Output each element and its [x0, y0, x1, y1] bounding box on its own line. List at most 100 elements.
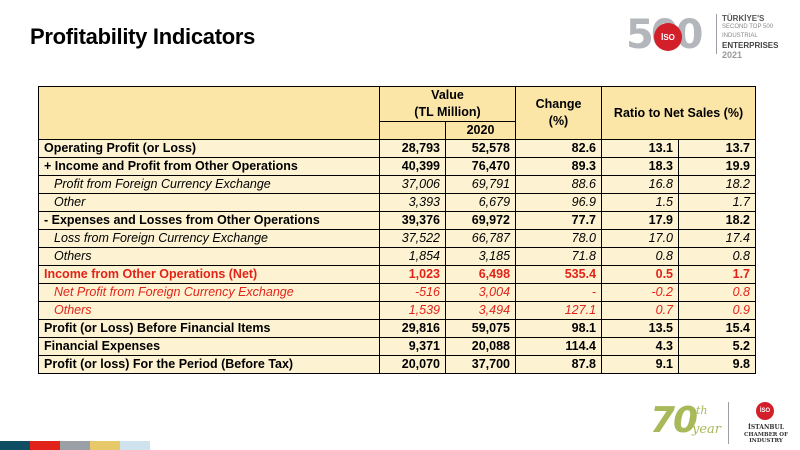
- ratio-2021: 9.8: [678, 355, 757, 374]
- table-row: Income from Other Operations (Net) 1,023 6…: [38, 265, 757, 284]
- ratio-2021: 0.8: [678, 247, 757, 266]
- value-2020: 37,522: [379, 229, 446, 248]
- footer-bar: [30, 441, 60, 450]
- header-label-col: [379, 121, 446, 140]
- table-row: Operating Profit (or Loss) 28,793 52,578 82…: [38, 139, 757, 158]
- top-500-logo: 500 İSO TÜRKİYE'S SECOND TOP 500 INDUSTR…: [626, 10, 796, 60]
- ratio-2020: 17.9: [601, 211, 680, 230]
- footer-bar: [90, 441, 120, 450]
- value-2020: 1,854: [379, 247, 446, 266]
- value-2021: 20,088: [444, 337, 517, 356]
- ratio-2020: 16.8: [601, 175, 680, 194]
- change-pct: 82.6: [515, 139, 603, 158]
- header-ratio-group: Ratio to Net Sales (%): [601, 86, 757, 140]
- change-pct: 88.6: [515, 175, 603, 194]
- ratio-2021: 13.7: [678, 139, 757, 158]
- header-change: Change (%): [515, 86, 603, 140]
- ratio-2021: 18.2: [678, 175, 757, 194]
- table-row: Others 1,539 3,494 127.1 0.7 0.9: [38, 301, 757, 320]
- change-pct: 114.4: [515, 337, 603, 356]
- logo-500-text: TÜRKİYE'S SECOND TOP 500 INDUSTRIAL ENTE…: [722, 14, 796, 60]
- row-label: + Income and Profit from Other Operation…: [38, 157, 380, 176]
- change-pct: 89.3: [515, 157, 603, 176]
- logo-70-divider: [728, 402, 729, 444]
- header-value-group: Value (TL Million): [378, 86, 517, 122]
- row-label: Profit (or loss) For the Period (Before …: [38, 355, 380, 374]
- ratio-2020: 17.0: [601, 229, 680, 248]
- value-2020: 37,006: [379, 175, 446, 194]
- change-pct: 87.8: [515, 355, 603, 374]
- footer-bar: [0, 441, 30, 450]
- value-2020: 1,023: [379, 265, 446, 284]
- value-2020: 9,371: [379, 337, 446, 356]
- iso-badge-icon: İSO: [654, 23, 682, 51]
- table-row: Profit (or loss) For the Period (Before …: [38, 355, 757, 374]
- logo-70-number: 70: [650, 400, 698, 441]
- value-2020: 28,793: [379, 139, 446, 158]
- header-blank: [38, 86, 380, 140]
- page-title: Profitability Indicators: [30, 24, 256, 49]
- chamber-line2: CHAMBER OF INDUSTRY: [744, 432, 788, 444]
- ratio-2021: 0.9: [678, 301, 757, 320]
- ratio-2021: 1.7: [678, 265, 757, 284]
- 70th-year-logo: 70 th year İSO İSTANBUL CHAMBER OF INDUS…: [650, 400, 800, 448]
- table-row: Profit from Foreign Currency Exchange 37,…: [38, 175, 757, 194]
- ratio-2021: 0.8: [678, 283, 757, 302]
- table-body: Operating Profit (or Loss) 28,793 52,578 82…: [38, 139, 757, 374]
- ratio-2021: 19.9: [678, 157, 757, 176]
- ratio-2020: 13.5: [601, 319, 680, 338]
- value-2020: 39,376: [379, 211, 446, 230]
- logo-70-word: year: [692, 422, 722, 437]
- value-2021: 3,004: [444, 283, 517, 302]
- row-label: Financial Expenses: [38, 337, 380, 356]
- ratio-2020: 13.1: [601, 139, 680, 158]
- table-row: Net Profit from Foreign Currency Exchang…: [38, 283, 757, 302]
- value-2021: 76,470: [444, 157, 517, 176]
- ratio-2020: 1.5: [601, 193, 680, 212]
- row-label: Others: [38, 247, 380, 266]
- value-2020: 20,070: [379, 355, 446, 374]
- footer-bar: [60, 441, 90, 450]
- change-pct: 78.0: [515, 229, 603, 248]
- row-label: Profit from Foreign Currency Exchange: [38, 175, 380, 194]
- logo-70-suffix: th: [696, 404, 708, 417]
- ratio-2020: 4.3: [601, 337, 680, 356]
- value-2020: 3,393: [379, 193, 446, 212]
- row-label: Profit (or Loss) Before Financial Items: [38, 319, 380, 338]
- logo-line3: ENTERPRISES: [722, 41, 779, 50]
- change-pct: 71.8: [515, 247, 603, 266]
- value-2020: -516: [379, 283, 446, 302]
- iso-badge-icon-bottom: İSO: [756, 402, 774, 420]
- row-label: Loss from Foreign Currency Exchange: [38, 229, 380, 248]
- row-label: Others: [38, 301, 380, 320]
- value-2021: 6,679: [444, 193, 517, 212]
- change-pct: 127.1: [515, 301, 603, 320]
- footer-color-bars: [0, 441, 150, 450]
- change-pct: 535.4: [515, 265, 603, 284]
- table-row: - Expenses and Losses from Other Operati…: [38, 211, 757, 230]
- logo-line4: 2021: [722, 50, 743, 60]
- change-pct: 96.9: [515, 193, 603, 212]
- logo-line2: SECOND TOP 500 INDUSTRIAL: [722, 24, 774, 39]
- ratio-2020: 0.5: [601, 265, 680, 284]
- ratio-2021: 18.2: [678, 211, 757, 230]
- ratio-2020: 18.3: [601, 157, 680, 176]
- value-2021: 3,185: [444, 247, 517, 266]
- table-row: Others 1,854 3,185 71.8 0.8 0.8: [38, 247, 757, 266]
- row-label: Income from Other Operations (Net): [38, 265, 380, 284]
- row-label: - Expenses and Losses from Other Operati…: [38, 211, 380, 230]
- table-row: Profit (or Loss) Before Financial Items 2…: [38, 319, 757, 338]
- change-pct: 77.7: [515, 211, 603, 230]
- row-label: Operating Profit (or Loss): [38, 139, 380, 158]
- value-2021: 3,494: [444, 301, 517, 320]
- table-row: Other 3,393 6,679 96.9 1.5 1.7: [38, 193, 757, 212]
- footer-bar: [120, 441, 150, 450]
- ratio-2020: -0.2: [601, 283, 680, 302]
- ratio-2021: 17.4: [678, 229, 757, 248]
- row-label: Net Profit from Foreign Currency Exchang…: [38, 283, 380, 302]
- value-2021: 52,578: [444, 139, 517, 158]
- value-2020: 40,399: [379, 157, 446, 176]
- value-2021: 69,972: [444, 211, 517, 230]
- value-2021: 66,787: [444, 229, 517, 248]
- ratio-2021: 1.7: [678, 193, 757, 212]
